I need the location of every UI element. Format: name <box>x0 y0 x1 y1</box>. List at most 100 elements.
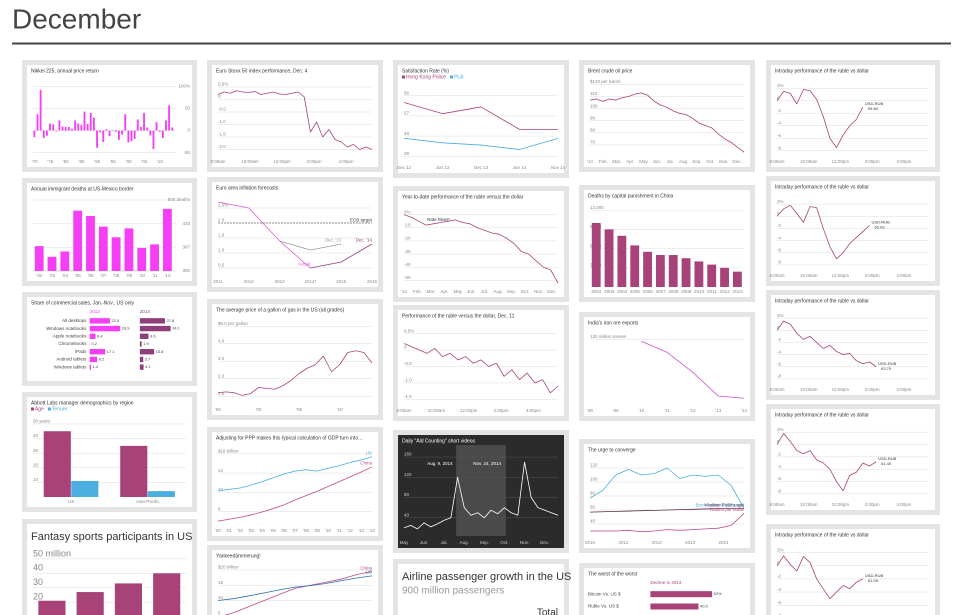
y-tick-label: 50 years <box>33 419 51 424</box>
y-tick-label: -8 <box>777 613 781 615</box>
line <box>217 350 373 396</box>
legend-swatch <box>450 75 454 79</box>
bar <box>143 112 145 131</box>
y-tick-label: -8 <box>777 374 781 379</box>
line <box>776 555 864 600</box>
card-title: India's iron ore exports <box>588 320 639 326</box>
y-tick-label: 80 <box>590 491 596 496</box>
line <box>217 201 311 269</box>
legend-swatch <box>47 407 51 411</box>
card-body <box>584 65 750 167</box>
x-tick-label: 10:00am <box>428 408 446 413</box>
x-tick-label: May <box>400 540 409 545</box>
line <box>403 102 558 130</box>
bar <box>124 228 134 271</box>
x-tick-label: '03 <box>49 273 55 278</box>
y-tick-label: 0.5% <box>404 328 414 333</box>
x-tick-label: 8:00am <box>210 159 225 164</box>
x-tick-label: 2:00pm <box>865 502 880 507</box>
x-tick-label: '13 <box>358 528 364 533</box>
value-label: 40.5 <box>700 604 709 609</box>
bar <box>64 127 67 131</box>
y-tick-label: 160 <box>404 452 412 457</box>
y-tick-label: $18 trillion <box>218 449 239 454</box>
callout-value: 61.40 <box>881 461 892 466</box>
x-tick-label: May <box>639 159 648 164</box>
bar <box>89 325 121 332</box>
x-tick-label: 2010 <box>585 540 596 545</box>
line <box>776 433 877 492</box>
line <box>310 243 373 269</box>
callout-label: USD-RUB <box>872 219 891 224</box>
line <box>589 467 745 509</box>
category-label: Apple notebooks <box>53 333 87 338</box>
y-tick-label: -6 <box>777 247 781 252</box>
y-tick-label: -6 <box>777 600 781 605</box>
x-tick-label: '00 <box>215 528 221 533</box>
callout-value: 61.09 <box>868 578 879 583</box>
x-tick-label: 10:00am <box>800 273 818 278</box>
y-tick-label: 4.0 <box>218 338 225 343</box>
card-body <box>212 432 378 536</box>
bar <box>139 341 142 347</box>
y-tick-label: 0 <box>777 211 780 216</box>
line-label: Vladimir Putin's age <box>704 502 744 507</box>
value-label: 27.8 <box>166 318 175 323</box>
card-title: Adjusting for PPP makes this typical cal… <box>216 435 362 441</box>
bar <box>105 129 108 131</box>
bar <box>114 130 117 132</box>
category-label: iPads <box>75 349 87 354</box>
y-tick-label: -2 <box>777 337 781 342</box>
annotation: Aug. 9, 2014 <box>427 461 453 466</box>
y-tick-label: -1.5 <box>404 394 412 399</box>
x-tick-label: Aug. <box>493 289 502 294</box>
callout-label: USD-RUB <box>865 573 884 578</box>
y-tick-label: -0.5 <box>218 107 226 112</box>
y-tick-label: -10 <box>404 222 411 227</box>
x-tick-label: '05 <box>296 407 302 412</box>
card-title: Intraday performance of the ruble vs dol… <box>775 298 869 304</box>
value-label: 1.4 <box>92 364 98 369</box>
y-tick-label: -20 <box>404 236 411 241</box>
bar <box>604 229 614 287</box>
x-tick-label: '85 <box>79 159 85 164</box>
bar <box>124 114 127 131</box>
y-tick-label: 40 <box>404 512 410 517</box>
bar <box>121 130 124 135</box>
bar <box>655 255 665 287</box>
annotation: Rate hikes* <box>427 217 450 222</box>
y-tick-label: -4 <box>777 235 781 240</box>
bar <box>591 223 601 287</box>
y-tick-label: 20 <box>33 462 39 467</box>
x-tick-label: Oct. <box>521 289 529 294</box>
x-tick-label: '14 <box>401 289 407 294</box>
category-label: Windows tablets <box>54 364 88 369</box>
series-label: 2013 <box>90 309 101 314</box>
bar <box>36 114 39 131</box>
x-tick-label: 10:00am <box>800 159 818 164</box>
card-body <box>398 310 564 416</box>
x-tick-label: '70 <box>32 159 38 164</box>
y-tick-label: 80 <box>404 492 410 497</box>
card-title: Deaths by capital punishment in China <box>588 193 674 199</box>
card-body <box>212 550 378 615</box>
bar <box>150 244 159 271</box>
bar <box>45 130 48 136</box>
bar <box>89 333 96 339</box>
bar <box>139 364 144 370</box>
x-tick-label: 2013 <box>685 540 696 545</box>
line-label: China <box>360 460 372 465</box>
x-tick-label: Dec 13 <box>474 165 489 170</box>
value-label: 22.5 <box>111 318 120 323</box>
x-tick-label: 2016 <box>367 279 378 284</box>
x-tick-label: '00 <box>256 407 262 412</box>
bar <box>630 245 640 287</box>
x-tick-label: 2004 <box>617 289 628 294</box>
legend-label: Hong Kong Police <box>406 74 446 80</box>
x-tick-label: '13 <box>715 408 721 413</box>
bar <box>83 111 86 131</box>
x-tick-label: 2005 <box>630 289 641 294</box>
x-tick-label: Nov. <box>534 289 543 294</box>
x-tick-label: Feb. <box>413 289 422 294</box>
line <box>403 137 559 150</box>
